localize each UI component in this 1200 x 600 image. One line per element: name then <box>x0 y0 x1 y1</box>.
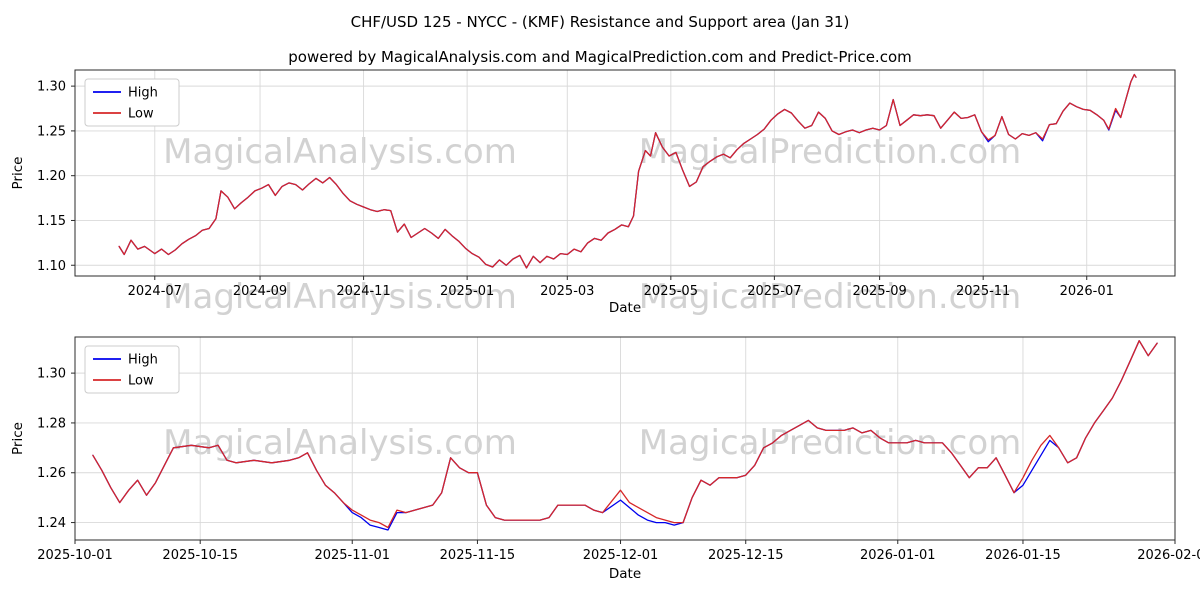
price-chart-zoom: 2025-10-01 2025-10-15 2025-11-01 2025-11-15… <box>10 336 1200 582</box>
chart-subtitle: powered by MagicalAnalysis.com and Magic… <box>288 48 912 66</box>
axis-text: Low <box>128 107 154 122</box>
axis-text: High <box>128 86 158 101</box>
axis-text: 2024-07 <box>128 284 182 299</box>
axis-text: 2026-01 <box>1060 284 1114 299</box>
plot-border <box>74 336 1176 541</box>
axis-text: 2025-05 <box>644 284 698 299</box>
axis-text: 2025-12-15 <box>708 548 784 563</box>
axis-text: 1.24 <box>37 516 66 531</box>
axis-text: 1.25 <box>37 124 66 139</box>
axis-text: 1.20 <box>37 169 66 184</box>
axis-text: 2025-11-01 <box>314 548 390 563</box>
x-axis: 2025-10-01 2025-10-15 2025-11-01 2025-11-15… <box>37 540 1200 563</box>
y-axis: 1.10 1.15 1.20 1.25 1.30 <box>37 80 75 274</box>
axis-text: 1.10 <box>37 259 66 274</box>
axis-text: 2025-10-01 <box>37 548 113 563</box>
axis-text: Low <box>128 374 154 389</box>
axis-text: 2025-03 <box>540 284 594 299</box>
price-chart-main: 2024-07 2024-09 2024-11 2025-01 2025-03 2025-… <box>10 69 1176 316</box>
legend: High Low <box>84 78 180 127</box>
axis-text: 2026-02-01 <box>1137 548 1200 563</box>
axis-text: 1.26 <box>37 466 66 481</box>
axis-text: Date <box>609 300 641 316</box>
axis-text: 1.30 <box>37 367 66 382</box>
plot-border <box>74 69 1176 277</box>
axis-text: 2025-10-15 <box>162 548 238 563</box>
axis-text: 1.15 <box>37 214 66 229</box>
axis-text: 1.30 <box>37 80 66 95</box>
axis-text: 2025-07 <box>747 284 801 299</box>
low-series-line <box>118 73 1137 269</box>
axis-text: High <box>128 353 158 368</box>
legend: High Low <box>84 345 180 394</box>
axis-text: Date <box>609 566 641 582</box>
high-series-line <box>92 340 1158 531</box>
gridlines <box>74 337 1176 540</box>
axis-text: Price <box>10 157 26 190</box>
axis-text: 2026-01-01 <box>860 548 936 563</box>
axis-text: 2025-01 <box>440 284 494 299</box>
axis-text: 2025-11 <box>956 284 1010 299</box>
axis-text: 2025-12-01 <box>583 548 659 563</box>
axis-text: 2024-09 <box>233 284 287 299</box>
chart-title: CHF/USD 125 - NYCC - (KMF) Resistance an… <box>350 13 850 31</box>
axis-text: 2026-01-15 <box>985 548 1061 563</box>
axis-text: 2025-09 <box>852 284 906 299</box>
axis-text: Price <box>10 422 26 455</box>
axis-text: 1.28 <box>37 416 66 431</box>
x-axis: 2024-07 2024-09 2024-11 2025-01 2025-03 2025-… <box>128 276 1114 299</box>
y-axis: 1.24 1.26 1.28 1.30 <box>37 367 75 531</box>
axis-text: 2024-11 <box>336 284 390 299</box>
low-series-line <box>92 340 1158 529</box>
axis-text: 2025-11-15 <box>440 548 516 563</box>
gridlines <box>75 70 1175 276</box>
